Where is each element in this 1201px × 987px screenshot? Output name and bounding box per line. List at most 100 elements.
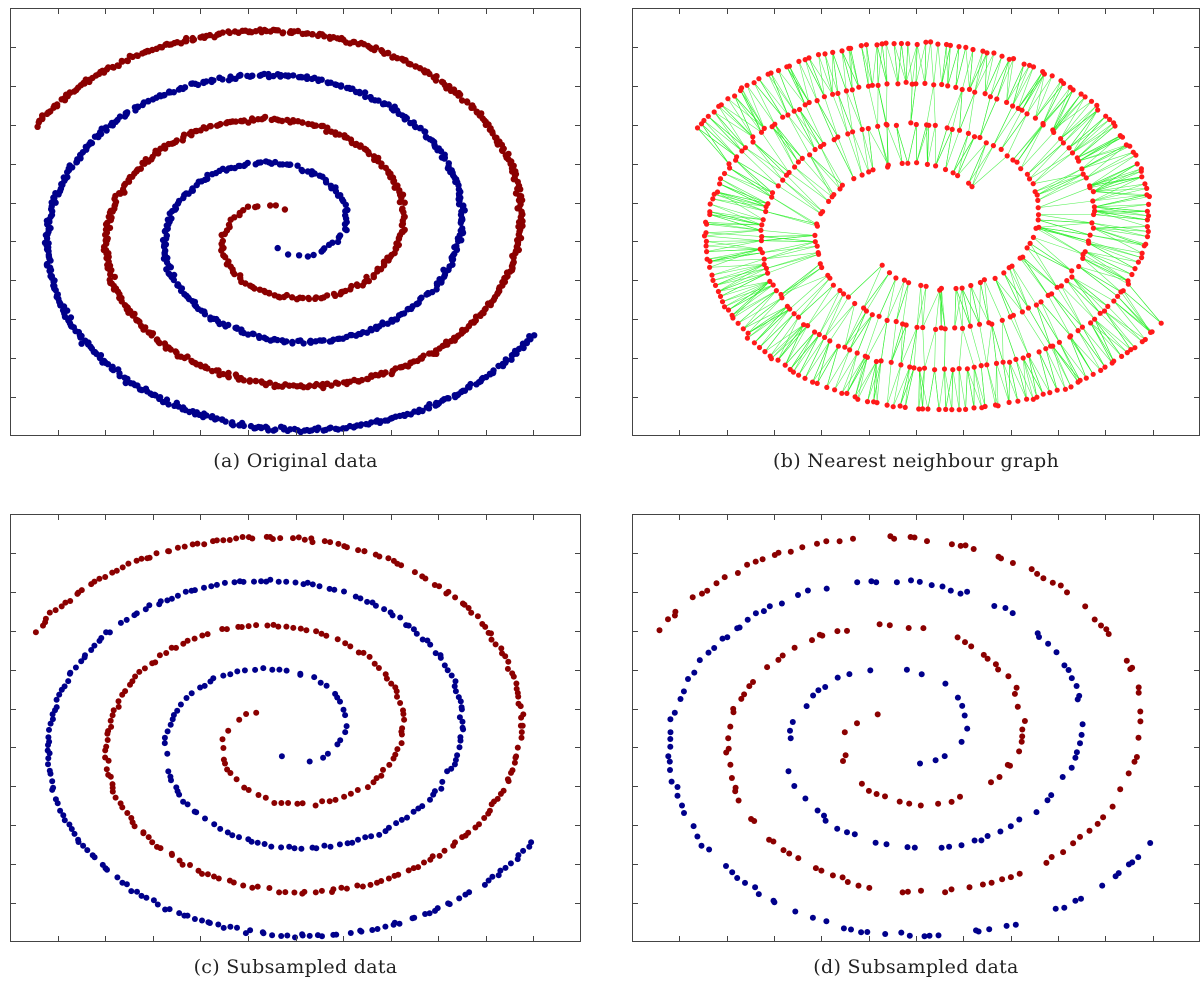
point-class-b (269, 666, 276, 673)
graph-edge (798, 61, 810, 103)
point-class-b (104, 866, 110, 873)
point-class-a (1018, 738, 1025, 745)
graph-node (801, 322, 807, 328)
point-class-a (443, 590, 450, 597)
point-class-a (844, 879, 851, 885)
graph-node (1058, 136, 1064, 142)
graph-edge (900, 323, 903, 365)
point-class-a (818, 867, 825, 874)
graph-node (1060, 140, 1066, 146)
point-class-b (803, 703, 810, 710)
graph-edge (1028, 355, 1044, 395)
graph-edge (846, 90, 853, 132)
point-class-b (1044, 797, 1051, 804)
graph-edge (708, 116, 746, 148)
graph-edge (741, 150, 779, 187)
graph-node (751, 340, 757, 346)
point-class-a (301, 536, 308, 543)
point-class-a (176, 857, 183, 864)
point-class-b (326, 585, 333, 592)
graph-edge (1009, 362, 1019, 402)
point-class-b (431, 788, 438, 795)
graph-edge (1092, 194, 1147, 202)
graph-edge (1002, 320, 1004, 363)
graph-edge (865, 316, 880, 357)
graph-node (847, 347, 853, 353)
graph-edge (905, 44, 918, 83)
point-class-a (123, 57, 131, 64)
graph-node (884, 402, 890, 408)
graph-edge (820, 146, 841, 190)
graph-node (924, 161, 930, 167)
graph-edge (1072, 125, 1116, 154)
graph-edge (896, 125, 903, 164)
point-class-b (180, 798, 187, 805)
graph-node (1139, 255, 1145, 261)
graph-node (725, 307, 732, 313)
graph-edge (916, 124, 927, 163)
graph-edge (1104, 310, 1136, 348)
graph-edge (861, 45, 873, 86)
point-class-a (40, 622, 46, 629)
graph-edge (1072, 119, 1110, 154)
graph-node (1032, 189, 1038, 195)
graph-edge (834, 349, 850, 390)
point-class-a (1021, 718, 1028, 724)
point-class-b (671, 709, 678, 716)
graph-node (932, 122, 938, 128)
graph-node (1079, 324, 1085, 330)
point-class-b (441, 273, 448, 280)
point-class-a (415, 864, 422, 871)
point-class-a (1043, 859, 1050, 866)
graph-node (1128, 347, 1134, 353)
graph-node (802, 375, 808, 381)
graph-node (1024, 171, 1030, 177)
point-class-b (347, 930, 354, 936)
graph-edge (861, 45, 869, 87)
point-class-a (112, 794, 119, 801)
graph-edge (986, 364, 999, 406)
graph-edge (909, 327, 918, 368)
graph-edge (1038, 227, 1084, 255)
graph-node (982, 91, 988, 97)
graph-edge (849, 310, 867, 351)
point-class-a (278, 800, 285, 806)
graph-node (761, 261, 767, 268)
point-class-b (674, 784, 681, 790)
point-class-b (150, 897, 157, 904)
graph-node (1026, 62, 1033, 68)
graph-node (1101, 308, 1108, 314)
point-class-a (231, 270, 238, 278)
graph-edge (697, 127, 730, 165)
graph-edge (1093, 168, 1142, 192)
point-class-b (283, 578, 290, 585)
graph-edge (781, 263, 821, 299)
point-class-b (64, 168, 71, 176)
point-class-b (778, 600, 785, 607)
point-class-a (231, 28, 239, 35)
point-class-a (110, 707, 117, 714)
graph-node (745, 330, 751, 336)
point-class-a (181, 543, 188, 550)
graph-edge (1035, 228, 1084, 255)
point-class-b (822, 684, 829, 690)
graph-edge (1060, 96, 1086, 139)
point-class-a (1060, 849, 1067, 856)
graph-edge (753, 82, 783, 118)
point-class-b (333, 931, 340, 938)
plot-frame (10, 8, 581, 436)
point-class-b (1052, 905, 1059, 912)
graph-edge (747, 306, 788, 334)
graph-edge (780, 267, 822, 295)
graph-edge (974, 52, 995, 93)
graph-edge (753, 82, 776, 125)
graph-edge (902, 282, 909, 325)
graph-node (1090, 225, 1096, 231)
point-class-b (66, 670, 73, 677)
graph-edge (1037, 173, 1084, 201)
graph-node (949, 126, 955, 132)
graph-edge (952, 369, 960, 410)
graph-edge (1059, 342, 1081, 381)
point-class-b (1073, 749, 1080, 756)
graph-node (1134, 161, 1140, 167)
